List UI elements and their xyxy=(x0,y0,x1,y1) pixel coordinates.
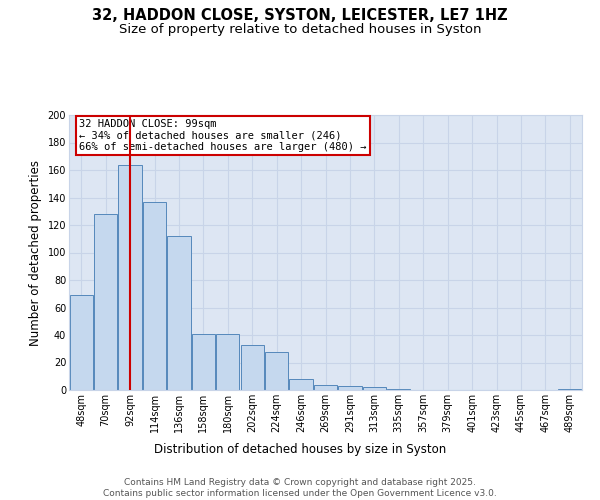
Bar xyxy=(558,388,581,390)
Bar xyxy=(387,388,410,390)
Bar xyxy=(289,379,313,390)
Bar xyxy=(216,334,239,390)
Bar xyxy=(167,236,191,390)
Bar xyxy=(265,352,288,390)
Bar xyxy=(338,386,362,390)
Bar xyxy=(241,344,264,390)
Text: 32 HADDON CLOSE: 99sqm
← 34% of detached houses are smaller (246)
66% of semi-de: 32 HADDON CLOSE: 99sqm ← 34% of detached… xyxy=(79,119,367,152)
Bar xyxy=(118,164,142,390)
Bar xyxy=(143,202,166,390)
Bar xyxy=(192,334,215,390)
Bar xyxy=(314,384,337,390)
Bar xyxy=(363,387,386,390)
Text: Contains HM Land Registry data © Crown copyright and database right 2025.
Contai: Contains HM Land Registry data © Crown c… xyxy=(103,478,497,498)
Text: Distribution of detached houses by size in Syston: Distribution of detached houses by size … xyxy=(154,442,446,456)
Bar xyxy=(94,214,117,390)
Text: 32, HADDON CLOSE, SYSTON, LEICESTER, LE7 1HZ: 32, HADDON CLOSE, SYSTON, LEICESTER, LE7… xyxy=(92,8,508,22)
Y-axis label: Number of detached properties: Number of detached properties xyxy=(29,160,42,346)
Text: Size of property relative to detached houses in Syston: Size of property relative to detached ho… xyxy=(119,22,481,36)
Bar xyxy=(70,295,93,390)
